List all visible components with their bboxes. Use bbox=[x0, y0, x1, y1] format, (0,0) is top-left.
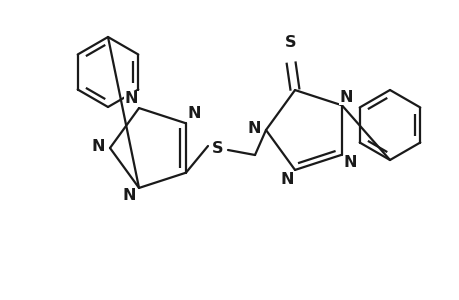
Text: N: N bbox=[187, 106, 200, 121]
Text: N: N bbox=[124, 91, 138, 106]
Text: N: N bbox=[91, 139, 105, 154]
Text: N: N bbox=[342, 155, 356, 170]
Text: N: N bbox=[338, 90, 352, 105]
Text: S: S bbox=[212, 140, 223, 155]
Text: N: N bbox=[247, 121, 260, 136]
Text: S: S bbox=[285, 34, 296, 50]
Text: N: N bbox=[122, 188, 135, 203]
Text: N: N bbox=[280, 172, 293, 188]
